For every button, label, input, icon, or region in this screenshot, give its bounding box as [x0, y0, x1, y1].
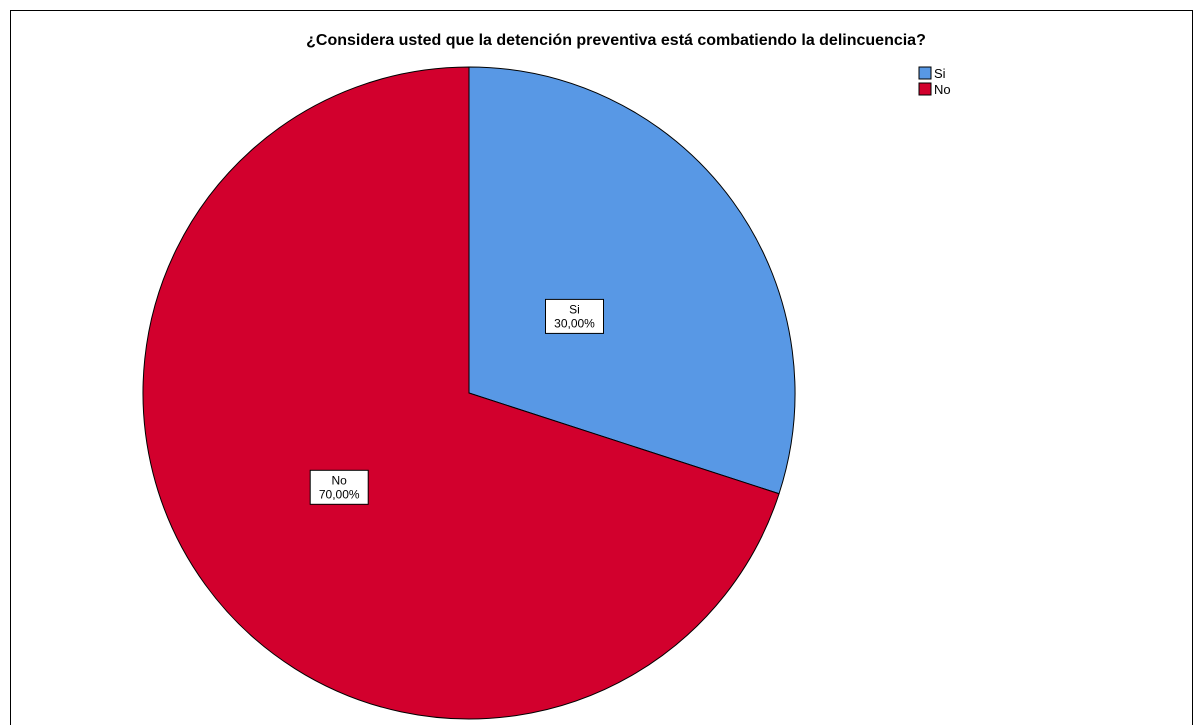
slice-label-category: No	[332, 473, 348, 487]
slice-label-category: Si	[569, 302, 580, 316]
slice-label-box	[309, 469, 369, 505]
slice-label-box	[545, 298, 604, 334]
legend-swatch-no	[918, 82, 932, 96]
chart-frame: ¿Considera usted que la detención preven…	[10, 10, 1193, 725]
legend-label-si: Si	[934, 66, 946, 81]
legend-item-no: No	[918, 82, 951, 97]
slice-label-value: 70,00%	[319, 487, 360, 501]
legend-item-si: Si	[918, 66, 946, 81]
pie-slice-no	[142, 66, 780, 720]
legend-label-no: No	[934, 82, 951, 97]
pie-slices	[142, 66, 796, 720]
pie-slice-si	[468, 66, 796, 495]
legend-swatch-si	[918, 66, 932, 80]
chart-title: ¿Considera usted que la detención preven…	[306, 32, 926, 49]
slice-label-value: 30,00%	[554, 316, 595, 330]
pie-chart: ¿Considera usted que la detención preven…	[142, 32, 951, 720]
